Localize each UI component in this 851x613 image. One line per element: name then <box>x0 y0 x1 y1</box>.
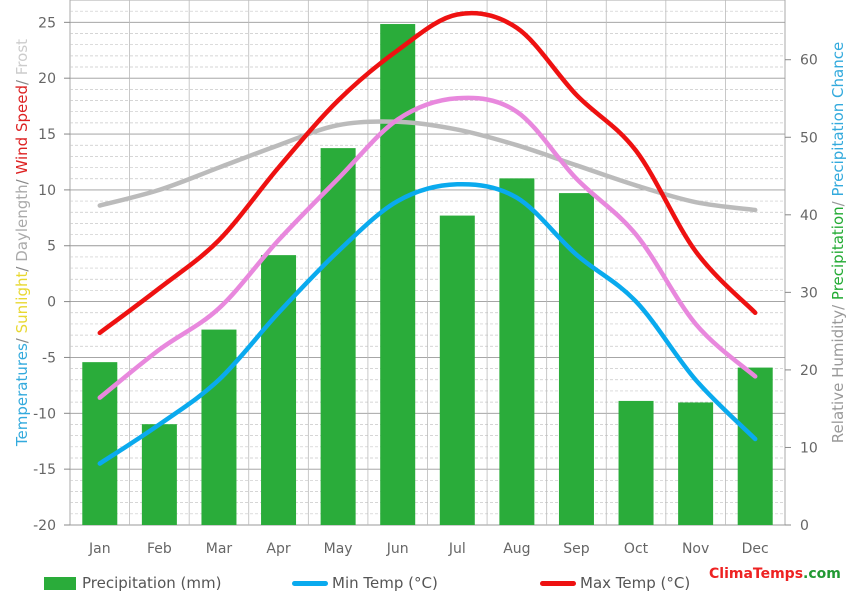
axis-title-part: Precipitation Chance <box>829 42 847 197</box>
precipitation-bar <box>141 424 177 525</box>
axis-title-part: / <box>829 197 847 207</box>
right-tick-label: 10 <box>800 440 818 456</box>
x-tick-label: Sep <box>563 541 590 557</box>
axis-title-part: Wind Speed <box>13 85 31 175</box>
right-tick-label: 30 <box>800 285 818 301</box>
precipitation-bar <box>380 24 416 525</box>
legend-max-temp-swatch <box>540 580 576 586</box>
left-tick-label: -10 <box>33 406 56 422</box>
legend-max-temp: Max Temp (°C) <box>540 571 690 595</box>
x-tick-label: Mar <box>206 541 233 557</box>
axis-title-part: / <box>13 262 31 272</box>
x-tick-label: Oct <box>624 541 649 557</box>
right-tick-label: 40 <box>800 208 818 224</box>
left-tick-label: -5 <box>42 350 56 366</box>
left-tick-label: 25 <box>38 15 56 31</box>
precipitation-bar <box>558 193 594 525</box>
axis-title-part: Precipitation <box>829 206 847 300</box>
axis-title-part: Relative Humidity/ <box>829 300 847 443</box>
legend-min-temp-swatch <box>292 580 328 586</box>
axis-title-part: / <box>13 333 31 343</box>
legend-min-temp: Min Temp (°C) <box>292 571 438 595</box>
x-tick-label: Apr <box>266 541 290 557</box>
axis-title-part: Sunlight <box>13 271 31 333</box>
left-tick-label: -15 <box>33 462 56 478</box>
left-tick-label: 0 <box>47 295 56 311</box>
precipitation-bar <box>678 402 714 525</box>
axis-title-part: Daylength <box>13 184 31 261</box>
x-tick-label: Nov <box>682 541 709 557</box>
left-tick-label: 15 <box>38 127 56 143</box>
left-tick-label: -20 <box>33 518 56 534</box>
legend-precipitation-swatch <box>44 576 76 590</box>
legend-precipitation: Precipitation (mm) <box>44 571 221 595</box>
axis-title-part: Temperatures <box>13 343 31 447</box>
right-tick-label: 50 <box>800 130 818 146</box>
axis-title-part: Frost <box>13 39 31 75</box>
left-tick-label: 20 <box>38 71 56 87</box>
legend-precipitation-label: Precipitation (mm) <box>82 574 222 592</box>
axis-title-part: / <box>13 175 31 185</box>
legend-max-temp-label: Max Temp (°C) <box>580 574 691 592</box>
min-temp-line <box>97 181 758 466</box>
precipitation-bar <box>261 255 297 525</box>
axis-title-part: / <box>13 75 31 85</box>
legend-min-temp-label: Min Temp (°C) <box>332 574 438 592</box>
x-tick-label: May <box>324 541 353 557</box>
x-tick-label: Jan <box>88 541 111 557</box>
right-tick-label: 0 <box>800 518 809 534</box>
precipitation-bar <box>737 367 773 525</box>
left-tick-label: 10 <box>38 183 56 199</box>
right-tick-label: 60 <box>800 53 818 69</box>
left-axis-title: Temperatures/ Sunlight/ Daylength/ Wind … <box>13 39 31 447</box>
right-tick-label: 20 <box>800 363 818 379</box>
precipitation-bar <box>499 178 535 525</box>
x-tick-label: Jun <box>386 541 409 557</box>
brand-name: ClimaTemps <box>709 566 804 582</box>
x-tick-label: Feb <box>147 541 172 557</box>
brand-suffix: .com <box>803 566 841 582</box>
x-tick-label: Jul <box>448 541 466 557</box>
left-tick-label: 5 <box>47 239 56 255</box>
max-temp-line <box>97 10 758 336</box>
x-tick-label: Dec <box>742 541 769 557</box>
precipitation-bar <box>439 215 475 526</box>
daylength-line <box>97 119 758 213</box>
right-axis-title: Relative Humidity/ Precipitation/ Precip… <box>829 42 847 443</box>
brand-logo[interactable]: ClimaTemps.com <box>709 566 841 582</box>
precipitation-bar <box>618 400 654 525</box>
mean-temp-line <box>97 95 758 400</box>
x-tick-label: Aug <box>503 541 530 557</box>
precipitation-bar <box>320 148 356 525</box>
precipitation-bar <box>201 329 237 525</box>
